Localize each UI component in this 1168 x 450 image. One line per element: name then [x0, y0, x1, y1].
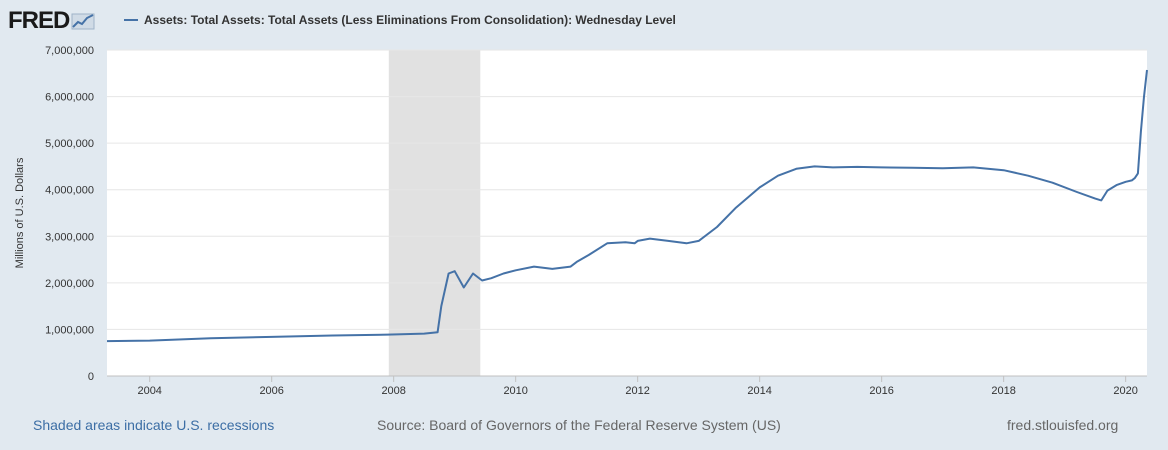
x-tick-label: 2014	[747, 385, 771, 397]
site-link[interactable]: fred.stlouisfed.org	[1007, 417, 1119, 433]
line-chart: 0 1,000,000 2,000,000 3,000,000 4,000,000 5,0…	[14, 45, 1148, 397]
fred-logo[interactable]: FRED	[8, 6, 95, 36]
plot-area	[107, 50, 1147, 376]
legend-swatch	[124, 19, 138, 21]
x-tick-label: 2016	[869, 385, 893, 397]
recession-note-link[interactable]: Shaded areas indicate U.S. recessions	[33, 417, 275, 433]
recession-band	[388, 50, 481, 376]
chart-header: FRED Assets: Total Assets: Total Assets …	[0, 0, 1168, 40]
chart-legend: Assets: Total Assets: Total Assets (Less…	[124, 12, 676, 28]
x-tick-label: 2008	[381, 385, 405, 397]
line-chart-icon	[71, 13, 95, 30]
source-note: Source: Board of Governors of the Federa…	[377, 417, 781, 433]
y-tick-label: 0	[88, 371, 94, 383]
fred-logo-text: FRED	[8, 7, 70, 34]
y-tick-label: 4,000,000	[45, 185, 94, 197]
x-tick-label: 2006	[259, 385, 283, 397]
x-tick-label: 2020	[1113, 385, 1137, 397]
x-tick-label: 2012	[625, 385, 649, 397]
y-tick-label: 7,000,000	[45, 45, 94, 57]
y-tick-label: 6,000,000	[45, 92, 94, 104]
y-tick-label: 2,000,000	[45, 278, 94, 290]
y-tick-label: 3,000,000	[45, 231, 94, 243]
y-axis-title: Millions of U.S. Dollars	[14, 157, 26, 268]
y-tick-label: 5,000,000	[45, 138, 94, 150]
y-tick-label: 1,000,000	[45, 324, 94, 336]
x-tick-label: 2010	[503, 385, 527, 397]
legend-series-label: Assets: Total Assets: Total Assets (Less…	[144, 13, 676, 27]
x-tick-label: 2018	[991, 385, 1015, 397]
x-tick-label: 2004	[137, 385, 161, 397]
series-line[interactable]	[106, 69, 1148, 343]
